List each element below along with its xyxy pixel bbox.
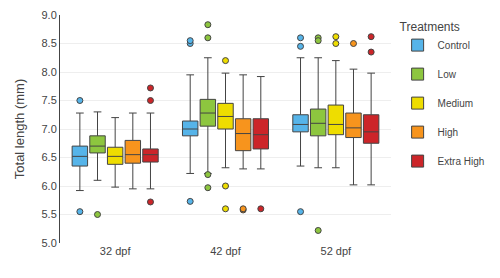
svg-text:8.5: 8.5 — [42, 37, 57, 49]
svg-text:8.0: 8.0 — [42, 66, 57, 78]
svg-text:7.0: 7.0 — [42, 123, 57, 135]
svg-text:Treatments: Treatments — [400, 20, 460, 34]
svg-text:5.0: 5.0 — [42, 237, 57, 249]
svg-text:9.0: 9.0 — [42, 9, 57, 21]
svg-text:32 dpf: 32 dpf — [100, 245, 132, 257]
svg-text:52 dpf: 52 dpf — [321, 245, 353, 257]
svg-text:7.5: 7.5 — [42, 94, 57, 106]
svg-text:6.0: 6.0 — [42, 180, 57, 192]
svg-text:High: High — [438, 127, 459, 138]
svg-text:Total length (mm): Total length (mm) — [12, 79, 27, 179]
svg-text:Control: Control — [438, 40, 470, 51]
svg-text:5.5: 5.5 — [42, 208, 57, 220]
svg-text:Medium: Medium — [438, 98, 474, 109]
svg-text:Low: Low — [438, 69, 457, 80]
svg-text:6.5: 6.5 — [42, 151, 57, 163]
svg-text:Extra High: Extra High — [438, 156, 485, 167]
svg-text:42 dpf: 42 dpf — [210, 245, 242, 257]
